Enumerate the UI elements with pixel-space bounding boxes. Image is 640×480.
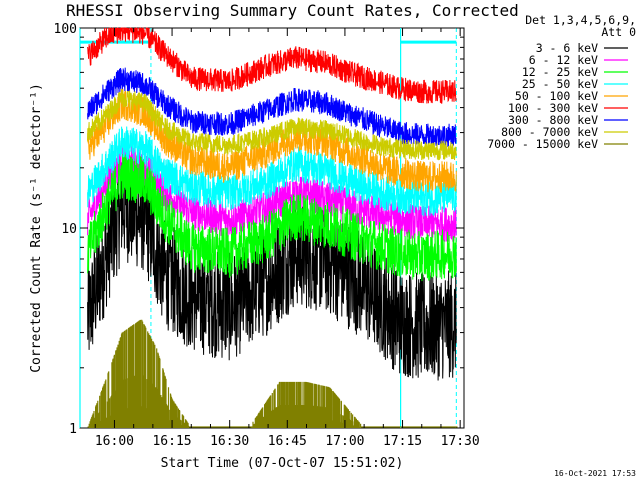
legend-label-0: 3 - 6 keV — [536, 41, 598, 55]
legend-label-2: 12 - 25 keV — [522, 65, 598, 79]
series-4-trace — [87, 88, 457, 193]
legend-label-5: 100 - 300 keV — [508, 101, 598, 115]
plot-area: 1 10 100 16:00 16:15 16:30 16:45 17:00 17:15 17:3… — [54, 22, 480, 449]
series-3-trace — [87, 126, 457, 217]
series-0 — [87, 155, 457, 381]
x-tick-label-6: 17:30 — [441, 434, 480, 449]
x-tick-label-1: 16:15 — [152, 434, 191, 449]
series-5-trace — [87, 27, 457, 104]
series-2-trace — [87, 152, 457, 282]
series-2 — [87, 152, 457, 282]
y-tick-label-0: 1 — [69, 422, 77, 437]
x-axis-label: Start Time (07-Oct-07 15:51:02) — [161, 456, 404, 471]
series-0-trace — [87, 155, 457, 381]
x-tick-label-0: 16:00 — [95, 434, 134, 449]
y-tick-label-2: 100 — [54, 22, 77, 37]
legend-header-line-1: Det 1,3,4,5,6,9, — [525, 13, 636, 27]
x-tick-label-3: 16:45 — [268, 434, 307, 449]
series-7 — [87, 89, 457, 161]
series-6-trace — [87, 67, 457, 148]
series-layer — [87, 27, 458, 428]
series-8 — [87, 319, 458, 428]
series-8-trace — [87, 319, 458, 428]
y-tick-label-1: 10 — [61, 222, 77, 237]
generation-timestamp: 16-Oct-2021 17:53 — [554, 469, 636, 478]
legend-label-7: 800 - 7000 keV — [501, 125, 598, 139]
legend-label-8: 7000 - 15000 keV — [487, 137, 598, 151]
series-7-trace — [87, 89, 457, 161]
x-tick-label-2: 16:30 — [210, 434, 249, 449]
series-5 — [87, 27, 457, 104]
series-3 — [87, 126, 457, 217]
legend-label-4: 50 - 100 keV — [515, 89, 598, 103]
legend-header: Det 1,3,4,5,6,9, Att 0 — [525, 13, 636, 39]
x-tick-label-5: 17:15 — [383, 434, 422, 449]
series-6 — [87, 67, 457, 148]
tick-layer: 1 10 100 16:00 16:15 16:30 16:45 17:00 17:15 17:3… — [54, 22, 480, 449]
legend-label-3: 25 - 50 keV — [522, 77, 598, 91]
legend-header-line-2: Att 0 — [601, 25, 636, 39]
series-4 — [87, 88, 457, 193]
x-tick-label-4: 17:00 — [325, 434, 364, 449]
legend-label-1: 6 - 12 keV — [529, 53, 598, 67]
legend-label-6: 300 - 800 keV — [508, 113, 598, 127]
chart-title: RHESSI Observing Summary Count Rates, Co… — [66, 1, 519, 20]
y-axis-label: Corrected Count Rate (s⁻¹ detector⁻¹) — [29, 83, 44, 373]
